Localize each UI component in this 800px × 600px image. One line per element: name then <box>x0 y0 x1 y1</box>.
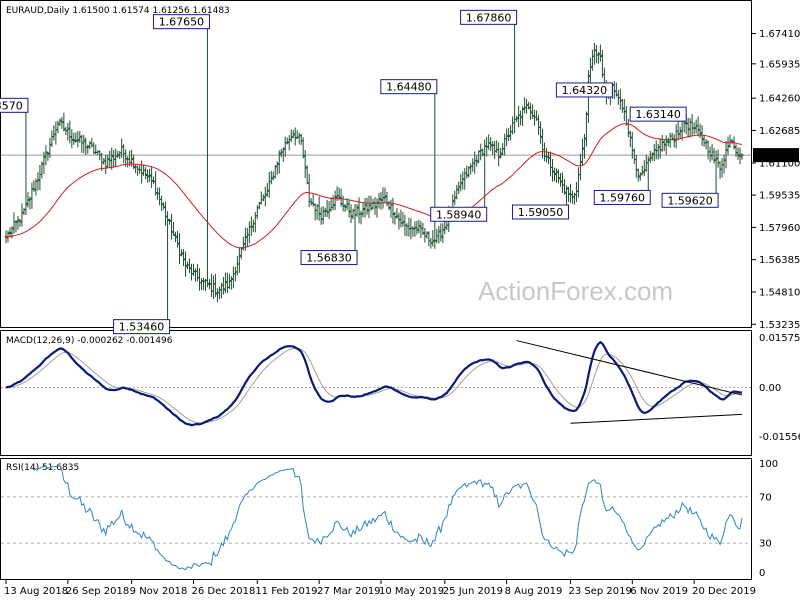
macd-panel-title: MACD(12,26,9) -0.000262 -0.001496 <box>6 336 173 346</box>
macd-panel-frame <box>0 330 752 456</box>
price-annotation-label: 1.56830 <box>306 252 352 265</box>
price-tick-label: 1.64260 <box>759 94 800 105</box>
rsi-layer: 100 70 30 0 <box>1 459 778 579</box>
price-tick-label: 1.54810 <box>759 287 800 298</box>
date-tick-label: 13 Aug 2018 <box>4 586 68 597</box>
price-annotation-label: 1.53460 <box>119 321 165 334</box>
rsi-tick-label: 0 <box>759 568 765 579</box>
price-annotation-box <box>113 319 171 335</box>
price-annotation-label: 1.59620 <box>667 194 713 207</box>
price-tick-label: 1.59535 <box>759 191 800 202</box>
date-tick-label: 25 Jun 2019 <box>443 586 503 597</box>
price-annotation-box <box>629 106 687 122</box>
price-annotation-label: 1.67650 <box>159 16 205 29</box>
price-annotation-label: 1.64320 <box>562 84 608 97</box>
price-tick-label: 1.62685 <box>759 126 800 137</box>
macd-trendline <box>570 413 743 424</box>
date-tick-label: 20 Dec 2019 <box>692 586 756 597</box>
watermark: ActionForex.com <box>478 276 673 306</box>
macd-tick-label: -0.015568 <box>759 432 800 443</box>
macd-trendline <box>516 340 743 396</box>
price-annotation-box <box>152 14 210 30</box>
date-tick-label: 10 May 2019 <box>379 586 444 597</box>
price-annotation-label: 1.59760 <box>600 191 646 204</box>
price-annotation-box <box>555 82 613 98</box>
price-annotation-box <box>460 9 518 25</box>
price-annotation-box <box>430 206 488 222</box>
rsi-line <box>33 465 743 571</box>
price-annotation-box <box>661 192 719 208</box>
date-tick-label: 9 Nov 2018 <box>130 586 188 597</box>
rsi-panel-frame <box>0 458 752 580</box>
price-tick-label: 1.67410 <box>759 29 800 40</box>
price-annotation-label: 1.67860 <box>466 11 512 24</box>
price-annotation-label: 1.64480 <box>386 81 432 94</box>
price-annotation-label: 1.63140 <box>635 108 681 121</box>
macd-layer: 0.01575 0.00 -0.015568 <box>1 333 800 443</box>
price-annotation-box <box>300 250 358 266</box>
price-tick-label: 1.61100 <box>759 158 800 169</box>
price-tick-label: 1.56385 <box>759 255 800 266</box>
rsi-tick-label: 70 <box>759 492 772 503</box>
price-panel-title: EURAUD,Daily 1.61500 1.61574 1.61256 1.6… <box>6 6 230 16</box>
price-annotation-box <box>0 97 29 113</box>
date-tick-label: 26 Sep 2018 <box>66 586 129 597</box>
price-panel-frame <box>0 0 752 328</box>
price-tick-label: 1.57960 <box>759 223 800 234</box>
price-tick-label: 1.65935 <box>759 59 800 70</box>
date-tick-label: 27 Mar 2019 <box>317 586 380 597</box>
candles <box>4 24 744 320</box>
date-tick-label: 11 Feb 2019 <box>255 586 317 597</box>
price-annotation-box <box>380 79 438 95</box>
macd-tick-label: 0.01575 <box>759 333 800 344</box>
price-annotation-box <box>511 204 569 220</box>
macd-tick-label: 0.00 <box>759 383 781 394</box>
price-annotation-label: 1.63570 <box>0 99 23 112</box>
date-tick-label: 23 Sep 2019 <box>568 586 631 597</box>
date-tick-label: 6 Nov 2019 <box>630 586 688 597</box>
current-price-label: 1.61483 <box>757 151 798 162</box>
current-price-box <box>753 148 799 163</box>
macd-line <box>5 340 742 427</box>
ma-line <box>5 123 743 249</box>
price-annotation-box <box>593 189 651 205</box>
macd-signal-line <box>5 347 743 424</box>
moving-average <box>5 123 743 249</box>
price-annotation-label: 1.58940 <box>436 208 482 221</box>
rsi-panel-title: RSI(14) 51.6835 <box>6 463 79 473</box>
price-annotation-label: 1.59050 <box>518 206 564 219</box>
date-tick-label: 8 Aug 2019 <box>505 586 563 597</box>
date-tick-label: 26 Dec 2018 <box>191 586 255 597</box>
price-axis: 1.67410 1.65935 1.64260 1.62685 1.61100 1.595… <box>753 29 800 331</box>
price-annotations: 1.63570 1.53460 1.67650 1.56830 1.64480 1.589… <box>0 9 719 335</box>
rsi-tick-label: 30 <box>759 539 772 550</box>
rsi-tick-label: 100 <box>759 459 778 470</box>
price-tick-label: 1.53235 <box>759 320 800 331</box>
